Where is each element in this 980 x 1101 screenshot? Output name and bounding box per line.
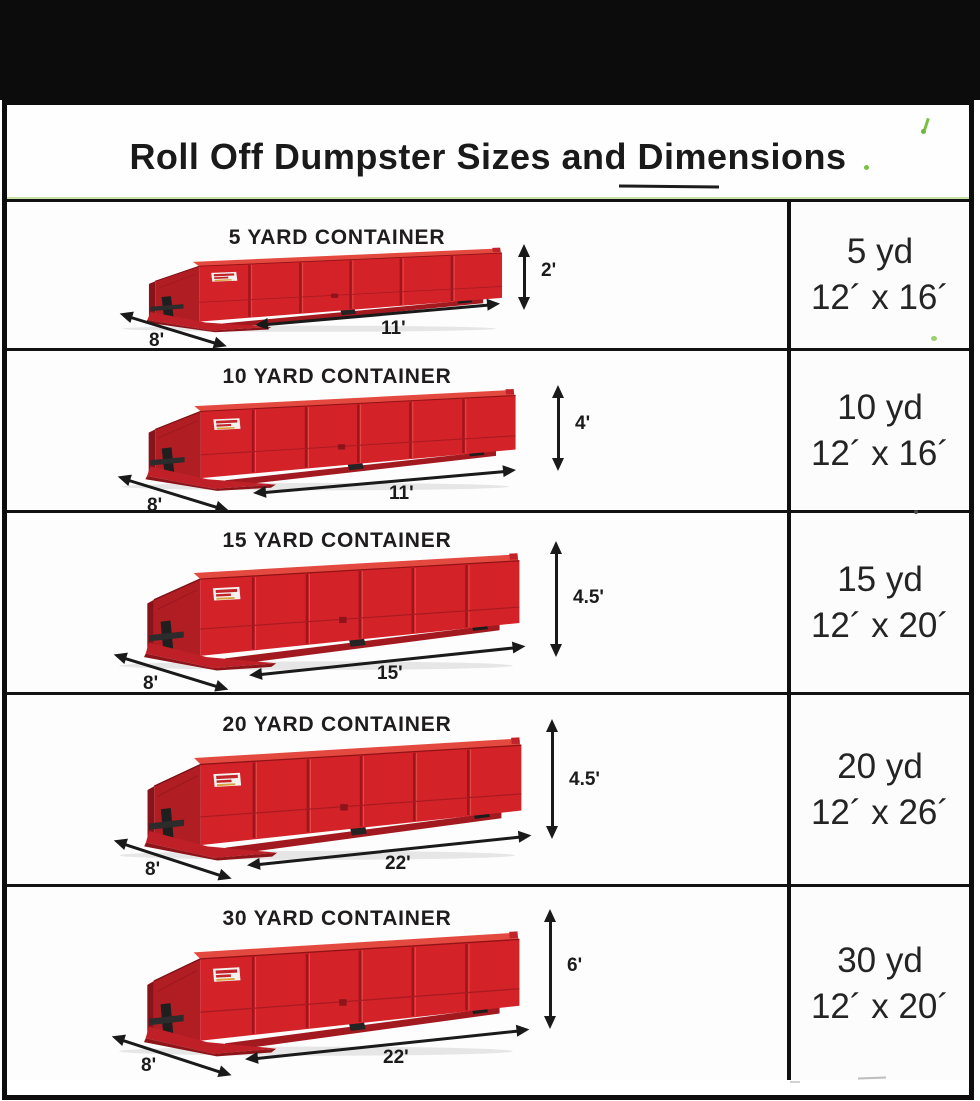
- table-row: 20 YARD CONTAINER 4.5' 22' 8' 20 yd 12´ …: [7, 695, 969, 887]
- length-dimension: 11': [381, 318, 406, 339]
- width-dimension: 8': [147, 495, 163, 516]
- top-black-band: [0, 0, 980, 100]
- scan-artifact: [914, 510, 918, 514]
- height-arrow-icon: [518, 244, 530, 310]
- table-row: 10 YARD CONTAINER 4' 11' 8' 10 yd 12´ x …: [7, 351, 969, 516]
- table-row: 5 YARD CONTAINER 2' 11' 8' 5 yd 12´ x 16…: [7, 202, 969, 351]
- title-row: Roll Off Dumpster Sizes and Dimensions: [7, 105, 969, 202]
- scan-artifact: [921, 129, 926, 134]
- height-arrow-icon: [550, 541, 562, 657]
- container-label: 5 YARD CONTAINER: [228, 226, 446, 249]
- height-dimension: 6': [567, 955, 583, 976]
- scan-artifact: [618, 184, 720, 189]
- illustration-cell: 30 YARD CONTAINER 6' 22' 8': [7, 887, 787, 1080]
- size-yards: 5 yd: [846, 232, 914, 271]
- container-label: 30 YARD CONTAINER: [222, 907, 452, 930]
- dumpster-illustration: [119, 387, 517, 493]
- size-footprint: 12´ x 16´: [810, 278, 950, 317]
- height-dimension: 4.5': [569, 769, 600, 790]
- illustration-cell: 20 YARD CONTAINER 4.5' 22' 8': [7, 695, 787, 884]
- size-cell: 30 yd 12´ x 20´: [787, 887, 969, 1080]
- height-arrow-icon: [546, 719, 558, 839]
- container-label: 15 YARD CONTAINER: [222, 529, 452, 552]
- size-footprint: 12´ x 20´: [810, 986, 950, 1026]
- table-row: 15 YARD CONTAINER 4.5' 15' 8' 15 yd 12´ …: [7, 513, 969, 695]
- size-yards: 20 yd: [837, 746, 923, 786]
- height-arrow-icon: [552, 385, 564, 471]
- illustration-cell: 15 YARD CONTAINER 4.5' 15' 8': [7, 513, 787, 694]
- size-footprint: 12´ x 16´: [810, 433, 950, 473]
- scan-artifact: [7, 197, 969, 199]
- container-label: 20 YARD CONTAINER: [222, 713, 452, 736]
- illustration-cell: 5 YARD CONTAINER 2' 11' 8': [7, 202, 787, 351]
- size-cell: 10 yd 12´ x 16´: [787, 351, 969, 510]
- size-yards: 10 yd: [837, 387, 923, 427]
- length-dimension: 22': [385, 853, 411, 874]
- length-dimension: 15': [377, 663, 403, 684]
- height-arrow-icon: [544, 909, 556, 1029]
- length-dimension: 11': [389, 483, 414, 504]
- size-footprint: 12´ x 26´: [810, 792, 950, 832]
- scan-artifact: [790, 1081, 800, 1083]
- size-cell: 20 yd 12´ x 26´: [787, 695, 969, 884]
- container-label: 10 YARD CONTAINER: [222, 365, 452, 388]
- scan-artifact: [864, 165, 869, 170]
- dumpster-illustration: [117, 551, 521, 672]
- length-dimension: 22': [383, 1047, 409, 1068]
- illustration-cell: 10 YARD CONTAINER 4' 11' 8': [7, 351, 787, 516]
- dumpster-size-table: Roll Off Dumpster Sizes and Dimensions 5…: [2, 100, 974, 1100]
- dumpster-illustration: [117, 930, 521, 1058]
- height-dimension: 4.5': [573, 587, 604, 608]
- page-title: Roll Off Dumpster Sizes and Dimensions: [129, 136, 847, 177]
- width-dimension: 8': [143, 673, 159, 694]
- width-dimension: 8': [149, 330, 165, 351]
- size-footprint: 12´ x 20´: [810, 605, 950, 645]
- width-dimension: 8': [145, 859, 161, 880]
- size-cell: 15 yd 12´ x 20´: [787, 513, 969, 692]
- size-cell: 5 yd 12´ x 16´: [787, 202, 969, 348]
- size-yards: 30 yd: [837, 940, 923, 980]
- table-row: 30 YARD CONTAINER 6' 22' 8' 30 yd 12´ x …: [7, 887, 969, 1080]
- height-dimension: 2': [541, 260, 557, 281]
- height-dimension: 4': [575, 413, 591, 434]
- scan-artifact: [931, 336, 937, 341]
- size-yards: 15 yd: [837, 559, 923, 599]
- width-dimension: 8': [141, 1055, 157, 1076]
